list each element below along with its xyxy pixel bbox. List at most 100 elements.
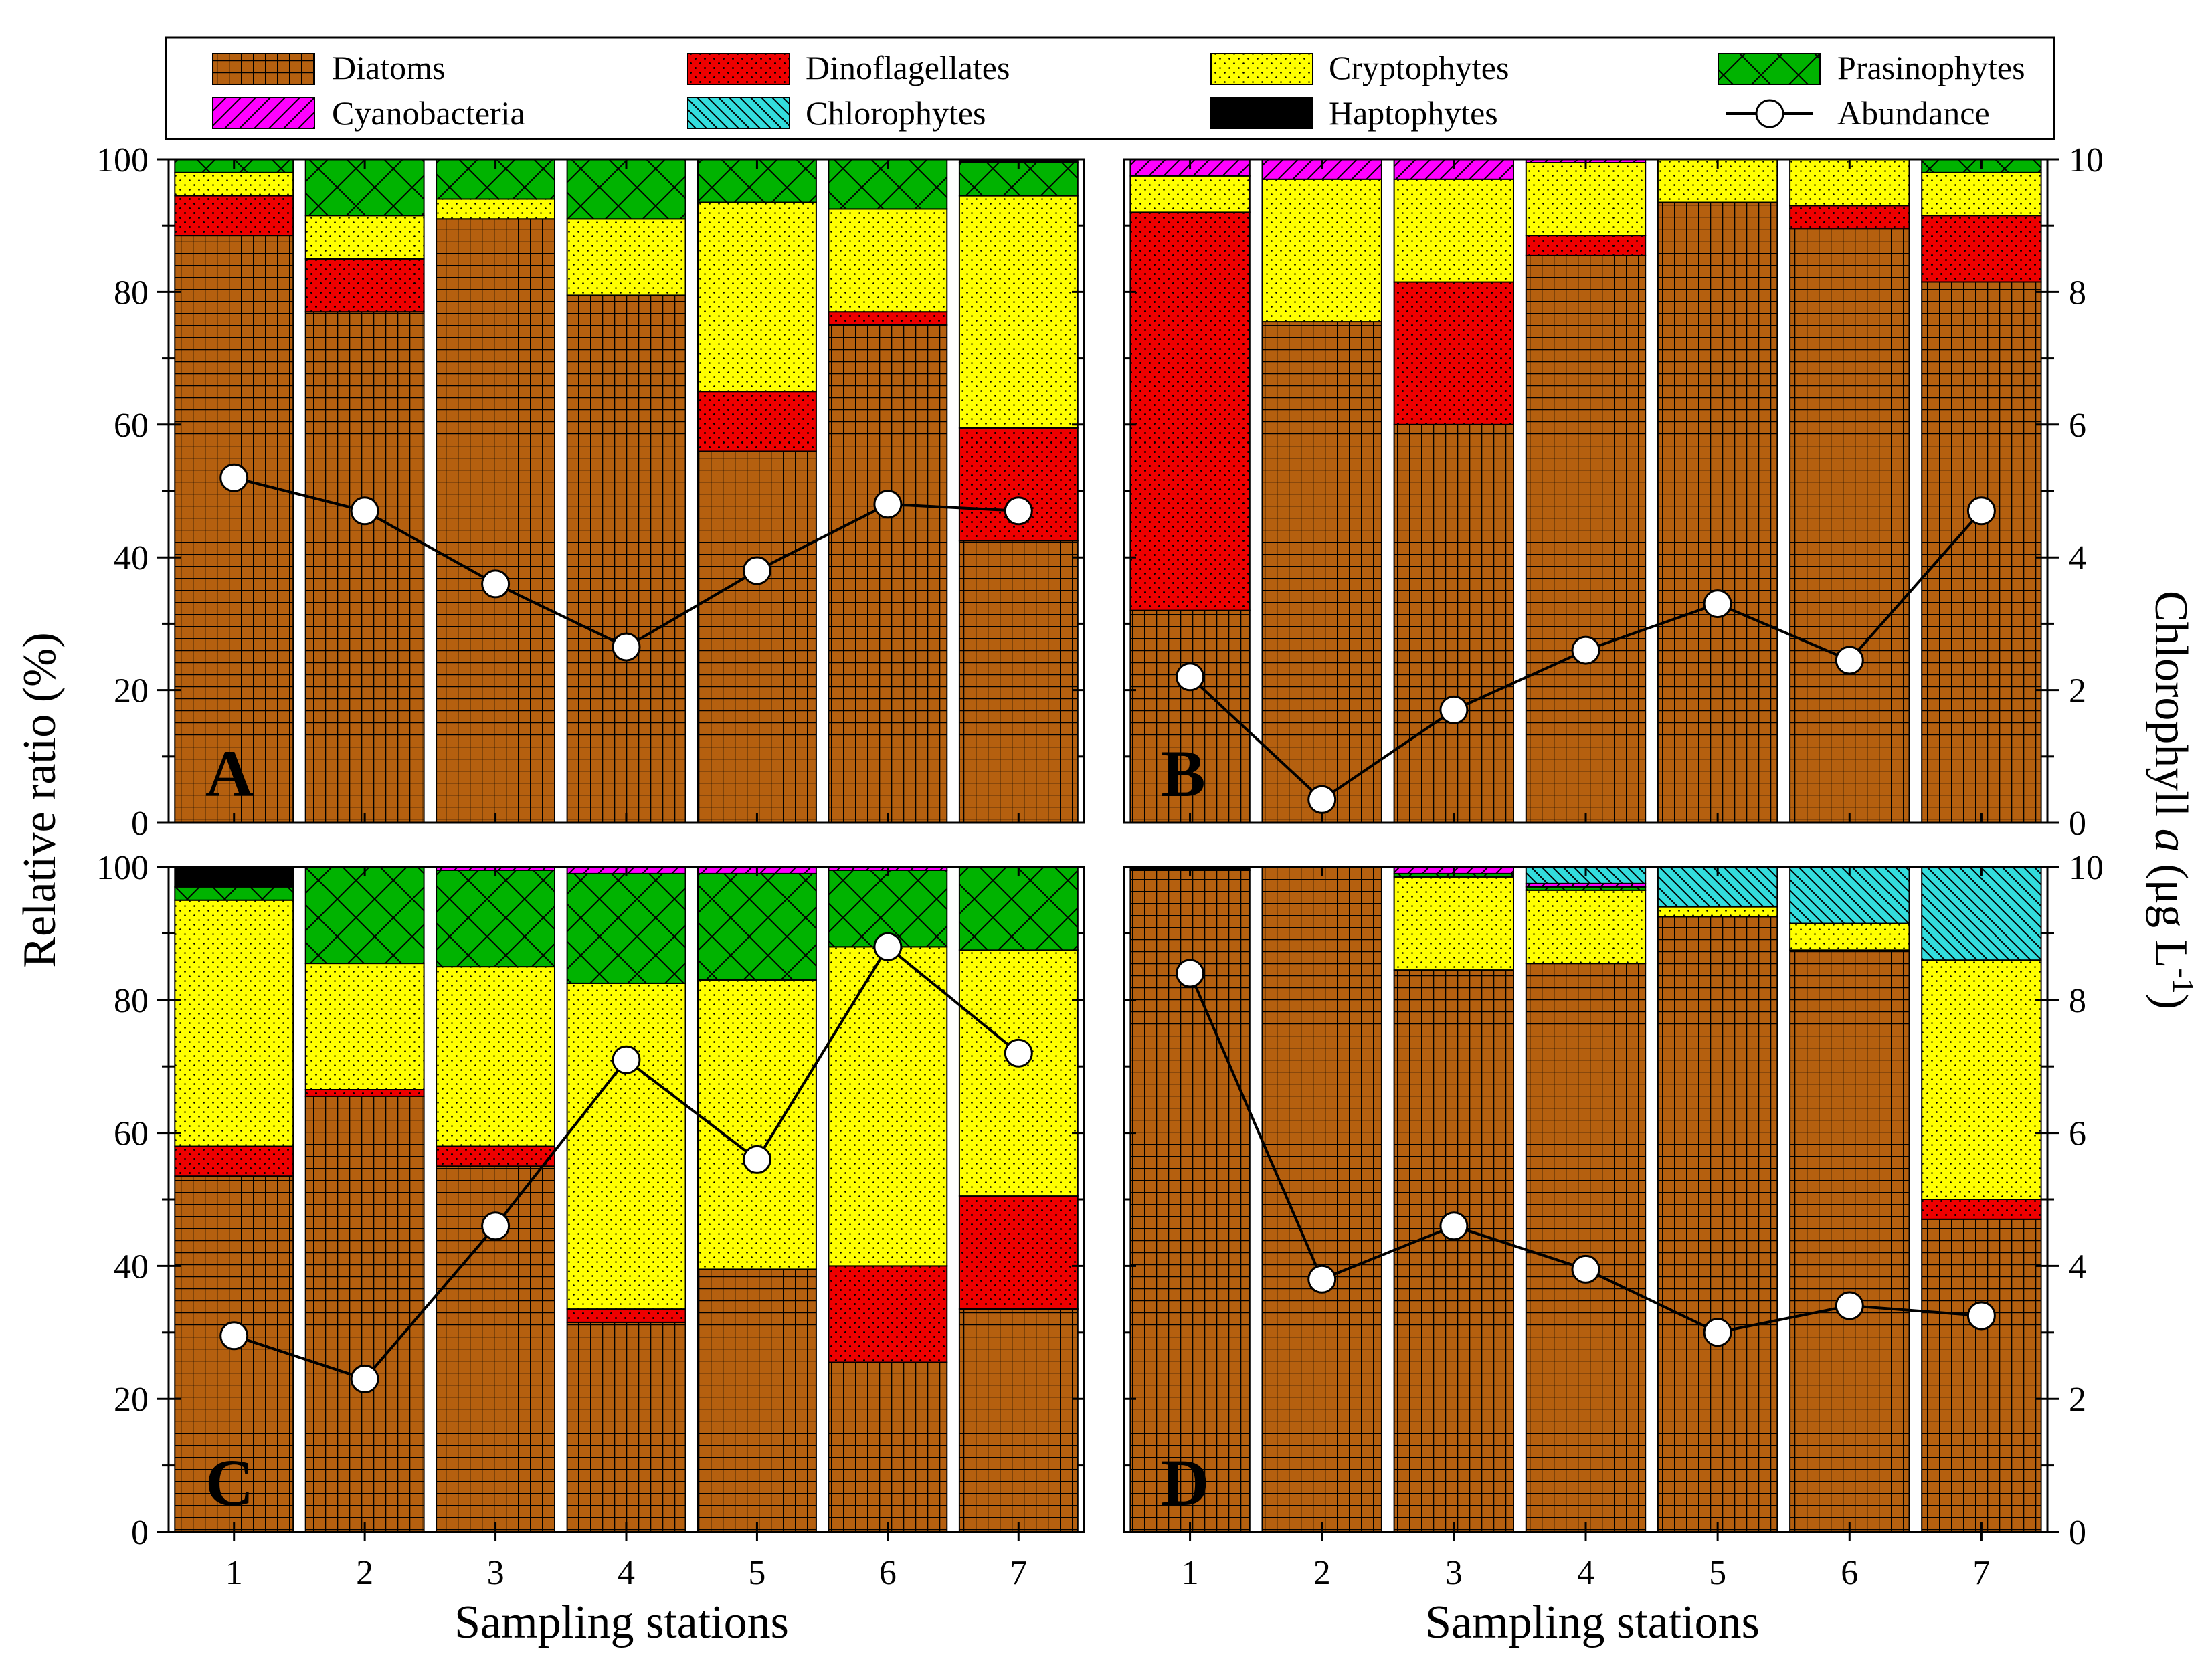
x-tick-label: 6: [879, 1554, 897, 1592]
bar-c-station-4-dinoflagellates: [566, 1308, 686, 1323]
bar-c-station-5-diatoms: [697, 1268, 817, 1533]
bar-c-station-6-cryptophytes: [828, 946, 948, 1267]
bar-c-station-3-cryptophytes: [436, 966, 555, 1147]
bar-a-station-5-dinoflagellates: [697, 391, 817, 452]
panel-label-b: B: [1161, 736, 1206, 811]
bar-a-station-1-dinoflagellates: [174, 195, 294, 237]
abundance-point-d-station-4: [1571, 1254, 1600, 1284]
y-axis-title-right-italic: a: [2145, 829, 2197, 852]
abundance-point-c-station-5: [742, 1145, 771, 1174]
legend-entry-haptophytes: Haptophytes: [1210, 94, 1498, 132]
bar-a-station-3-diatoms: [436, 218, 555, 823]
bar-b-station-3-diatoms: [1393, 423, 1515, 823]
bar-b-station-6-diatoms: [1789, 228, 1910, 823]
panel-label-d: D: [1161, 1446, 1209, 1520]
bar-d-station-7-cryptophytes: [1921, 959, 2042, 1200]
x-tick-label: 7: [1972, 1554, 1990, 1592]
bar-a-station-1-cryptophytes: [174, 171, 294, 197]
panel-c: 0 20 40 60 80 100 1 2 3 4 5 6 7 C: [96, 849, 1085, 1592]
y-tick-label-left: 100: [96, 849, 149, 887]
legend-label-prasinophytes: Prasinophytes: [1837, 49, 2025, 86]
legend-swatch-diatoms: [212, 53, 315, 85]
y-tick-label-left: 80: [114, 274, 149, 312]
abundance-point-a-station-5: [742, 556, 771, 585]
bar-c-station-7-diatoms: [958, 1308, 1079, 1533]
abundance-point-a-station-2: [350, 496, 379, 526]
bar-a-station-5-diatoms: [697, 450, 817, 823]
bar-a-station-4-cryptophytes: [566, 218, 686, 296]
panel-b: 0 2 4 6 8 10 B: [1123, 141, 2104, 843]
bar-c-station-7-prasinophytes: [958, 866, 1079, 951]
x-axis-title-left: Sampling stations: [454, 1597, 789, 1648]
bar-b-station-1-dinoflagellates: [1129, 211, 1251, 611]
y-tick-label-right: 10: [2069, 849, 2104, 887]
bar-a-station-1-diatoms: [174, 235, 294, 824]
legend-label-diatoms: Diatoms: [332, 49, 445, 86]
bar-c-station-3-dinoflagellates: [436, 1145, 555, 1167]
bar-c-station-5-prasinophytes: [697, 872, 817, 981]
abundance-point-d-station-6: [1835, 1291, 1864, 1320]
y-axis-title-right: Chlorophyll a (μg L-1): [2145, 591, 2201, 1009]
bar-a-station-2-dinoflagellates: [304, 258, 425, 313]
y-tick-label-left: 60: [114, 1115, 149, 1153]
bar-b-station-5-diatoms: [1657, 201, 1778, 823]
bar-c-station-2-cryptophytes: [304, 963, 425, 1090]
bar-b-station-3-dinoflagellates: [1393, 281, 1515, 425]
bar-c-station-6-dinoflagellates: [828, 1265, 948, 1363]
legend-swatch-chlorophytes: [687, 97, 790, 129]
y-axis-title-right-close: ): [2145, 994, 2197, 1009]
legend-abundance-marker: [1755, 99, 1784, 128]
legend-swatch-prasinophytes: [1718, 53, 1821, 85]
bar-a-station-2-cryptophytes: [304, 215, 425, 260]
abundance-point-c-station-3: [481, 1211, 511, 1241]
abundance-point-c-station-4: [612, 1045, 641, 1074]
x-tick-label: 1: [225, 1554, 243, 1592]
y-tick-label-left: 60: [114, 407, 149, 445]
bar-d-station-5-cryptophytes: [1657, 906, 1778, 918]
x-tick-label: 2: [356, 1554, 373, 1592]
bar-b-station-4-dinoflagellates: [1525, 235, 1647, 256]
x-tick-label: 4: [1577, 1554, 1594, 1592]
y-tick-label-right: 2: [2069, 672, 2086, 710]
bar-a-station-4-prasinophytes: [566, 159, 686, 220]
bar-c-station-2-prasinophytes: [304, 866, 425, 965]
bar-a-station-4-diatoms: [566, 294, 686, 823]
x-tick-label: 4: [618, 1554, 635, 1592]
y-tick-label-right: 2: [2069, 1381, 2086, 1419]
legend-swatch-dinoflagellates: [687, 53, 790, 85]
bar-d-station-4-diatoms: [1525, 963, 1647, 1533]
bar-c-station-7-cryptophytes: [958, 949, 1079, 1197]
abundance-point-b-station-5: [1703, 589, 1732, 619]
bar-a-station-2-prasinophytes: [304, 159, 425, 217]
legend-swatch-haptophytes: [1210, 97, 1313, 129]
abundance-point-a-station-6: [873, 490, 903, 519]
y-axis-title-right-exp: -1: [2167, 968, 2201, 993]
legend-label-abundance: Abundance: [1837, 94, 1990, 132]
abundance-point-d-station-3: [1439, 1211, 1469, 1241]
legend-entry-abundance: Abundance: [1726, 94, 1990, 132]
legend-entry-cyanobacteria: Cyanobacteria: [212, 94, 525, 132]
bar-c-station-5-cryptophytes: [697, 979, 817, 1270]
y-tick-label-left: 40: [114, 539, 149, 577]
abundance-point-c-station-7: [1004, 1038, 1033, 1068]
panel-label-c: C: [205, 1446, 254, 1520]
y-tick-label-right: 8: [2069, 982, 2086, 1020]
legend-label-cryptophytes: Cryptophytes: [1329, 49, 1509, 86]
abundance-point-a-station-1: [219, 463, 249, 492]
bar-a-station-7-diatoms: [958, 540, 1079, 824]
bar-b-station-7-diatoms: [1921, 281, 2042, 823]
bar-c-station-3-prasinophytes: [436, 870, 555, 968]
abundance-point-d-station-7: [1966, 1301, 1996, 1331]
bar-b-station-4-diatoms: [1525, 254, 1647, 823]
y-tick-label-left: 0: [131, 1514, 149, 1552]
x-tick-label: 6: [1841, 1554, 1858, 1592]
y-tick-label-left: 100: [96, 141, 149, 179]
bar-a-station-7-cryptophytes: [958, 195, 1079, 429]
bar-b-station-7-dinoflagellates: [1921, 215, 2042, 283]
abundance-point-a-station-7: [1004, 496, 1033, 526]
bar-d-station-2-diatoms: [1261, 866, 1382, 1533]
bar-a-station-6-dinoflagellates: [828, 311, 948, 326]
bar-c-station-7-dinoflagellates: [958, 1195, 1079, 1310]
bar-a-station-6-cryptophytes: [828, 208, 948, 313]
bar-b-station-1-diatoms: [1129, 609, 1251, 823]
